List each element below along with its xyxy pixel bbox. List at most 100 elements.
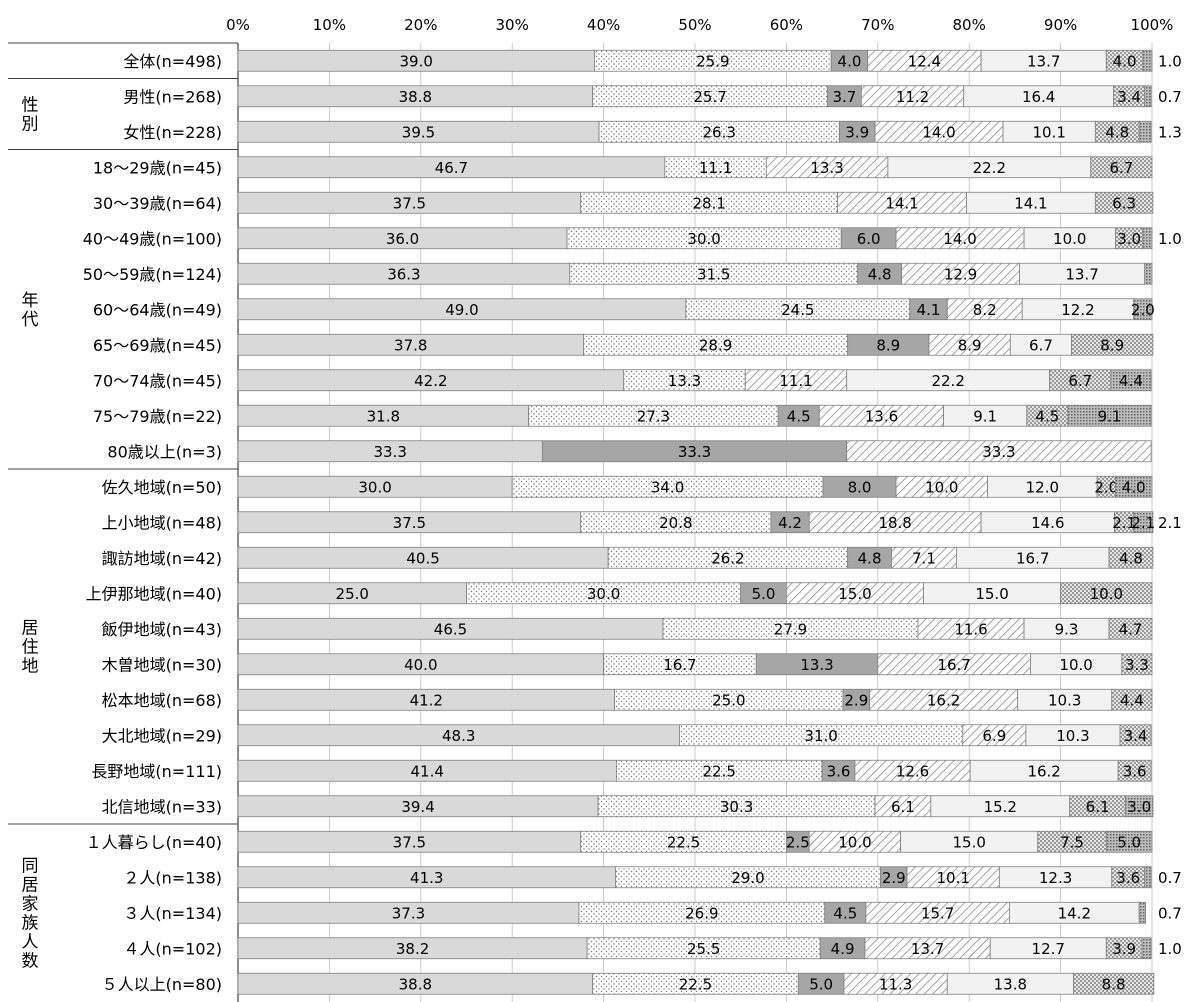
bar-value-label: 6.0 — [857, 230, 881, 248]
bar-value-label: 30.3 — [720, 798, 753, 816]
bar-value-label: 25.7 — [693, 88, 726, 106]
bar-value-label: 2.1 — [1112, 514, 1136, 532]
bar-value-label: 4.7 — [1119, 620, 1143, 638]
bar-value-label: 34.0 — [651, 478, 684, 496]
bar-segment — [1138, 120, 1152, 143]
outside-value-label: 1.0 — [1158, 940, 1182, 958]
bars: 39.0 25.9 4.0 12.4 13.7 4.0 38.8 25.7 3.7 11.2 16.… — [237, 49, 1182, 995]
outside-value-label: 0.7 — [1158, 904, 1182, 922]
bar-segment — [1138, 901, 1147, 924]
bar-value-label: 26.9 — [685, 904, 718, 922]
bar-value-label: 8.8 — [1102, 975, 1126, 993]
bar-value-label: 26.3 — [703, 123, 736, 141]
bar-value-label: 8.9 — [958, 336, 982, 354]
bar-segment — [1111, 688, 1153, 711]
x-tick-label: 0% — [226, 16, 250, 34]
bar-value-label: 37.5 — [393, 833, 426, 851]
bar-value-label: 16.2 — [927, 691, 960, 709]
bar-value-label: 3.7 — [833, 88, 857, 106]
bar-value-label: 10.3 — [1048, 691, 1081, 709]
bar-value-label: 46.5 — [434, 620, 467, 638]
bar-value-label: 30.0 — [358, 478, 391, 496]
bar-value-label: 8.9 — [876, 336, 900, 354]
bar-value-label: 8.2 — [973, 301, 997, 319]
bar-value-label: 10.1 — [1032, 123, 1065, 141]
bar-value-label: 39.5 — [402, 123, 435, 141]
bar-value-label: 4.4 — [1120, 691, 1144, 709]
row-label: ３人(n=134) — [123, 904, 222, 923]
bar-value-label: 33.3 — [982, 443, 1015, 461]
bar-value-label: 16.7 — [1016, 549, 1049, 567]
bar-value-label: 3.6 — [1123, 762, 1147, 780]
bar-value-label: 12.9 — [944, 265, 977, 283]
bar-value-label: 8.9 — [1100, 336, 1124, 354]
bar-segment — [1105, 830, 1153, 853]
bar-value-label: 12.4 — [908, 52, 941, 70]
bar-value-label: 11.6 — [954, 620, 987, 638]
outside-value-label: 1.0 — [1158, 52, 1182, 70]
bar-value-label: 13.8 — [994, 975, 1027, 993]
bar-value-label: 22.2 — [931, 372, 964, 390]
row-label: ４人(n=102) — [123, 939, 222, 958]
bar-value-label: 10.0 — [1059, 656, 1092, 674]
bar-value-label: 13.7 — [1027, 52, 1060, 70]
bar-value-label: 4.1 — [917, 301, 941, 319]
bar-value-label: 48.3 — [442, 727, 475, 745]
x-axis-ticks: 0% 10% 20% 30% 40% 50% 60% 70% 80% 90% 100% — [226, 16, 1173, 34]
bar-value-label: 14.0 — [922, 123, 955, 141]
row-label: 大北地域(n=29) — [102, 726, 222, 745]
bar-value-label: 2.9 — [882, 869, 906, 887]
bar-value-label: 4.4 — [1119, 372, 1143, 390]
row-label: 松本地域(n=68) — [102, 691, 222, 710]
bar-value-label: 33.3 — [678, 443, 711, 461]
bar-value-label: 22.2 — [973, 159, 1006, 177]
bar-value-label: 36.0 — [386, 230, 419, 248]
bar-value-label: 38.2 — [396, 940, 429, 958]
bar-value-label: 41.3 — [410, 869, 443, 887]
row-label: 長野地域(n=111) — [91, 762, 222, 781]
bar-value-label: 25.0 — [336, 585, 369, 603]
bar-value-label: 38.8 — [399, 975, 432, 993]
group-label: 年代 — [22, 291, 39, 330]
bar-value-label: 2.1 — [1131, 514, 1155, 532]
bar-segment — [1117, 759, 1152, 782]
row-label: 75〜79歳(n=22) — [93, 407, 222, 426]
bar-value-label: 12.0 — [1026, 478, 1059, 496]
bar-value-label: 16.7 — [663, 656, 696, 674]
row-label: 男性(n=268) — [123, 87, 222, 106]
bar-value-label: 8.0 — [848, 478, 872, 496]
bar-value-label: 6.3 — [1112, 194, 1136, 212]
bar-value-label: 13.3 — [810, 159, 843, 177]
bar-value-label: 33.3 — [373, 443, 406, 461]
bar-value-label: 6.7 — [1029, 336, 1053, 354]
outside-value-label: 2.1 — [1158, 514, 1182, 532]
bar-value-label: 31.0 — [804, 727, 837, 745]
bar-value-label: 15.2 — [984, 798, 1017, 816]
row-label: 上伊那地域(n=40) — [86, 584, 222, 603]
bar-segment — [1110, 369, 1152, 392]
x-tick-label: 60% — [770, 16, 803, 34]
bar-value-label: 6.7 — [1109, 159, 1133, 177]
bar-value-label: 3.9 — [845, 123, 869, 141]
bar-segment — [1115, 475, 1153, 498]
bar-value-label: 4.8 — [1119, 549, 1143, 567]
bar-value-label: 2.0 — [1131, 301, 1155, 319]
bar-value-label: 41.4 — [410, 762, 443, 780]
bar-value-label: 20.8 — [659, 514, 692, 532]
bar-value-label: 10.0 — [925, 478, 958, 496]
x-tick-label: 40% — [587, 16, 620, 34]
bar-segment — [1119, 724, 1152, 747]
bar-value-label: 3.0 — [1117, 230, 1141, 248]
bar-value-label: 13.3 — [800, 656, 833, 674]
group-label: 性別 — [22, 96, 39, 135]
bar-value-label: 37.8 — [394, 336, 427, 354]
bar-value-label: 10.0 — [838, 833, 871, 851]
bar-value-label: 12.6 — [896, 762, 929, 780]
bar-value-label: 14.6 — [1031, 514, 1064, 532]
bar-value-label: 41.2 — [410, 691, 443, 709]
bar-value-label: 4.0 — [1122, 478, 1146, 496]
bar-segment — [1142, 227, 1153, 250]
bar-segment — [1142, 49, 1153, 72]
bar-value-label: 3.6 — [827, 762, 851, 780]
